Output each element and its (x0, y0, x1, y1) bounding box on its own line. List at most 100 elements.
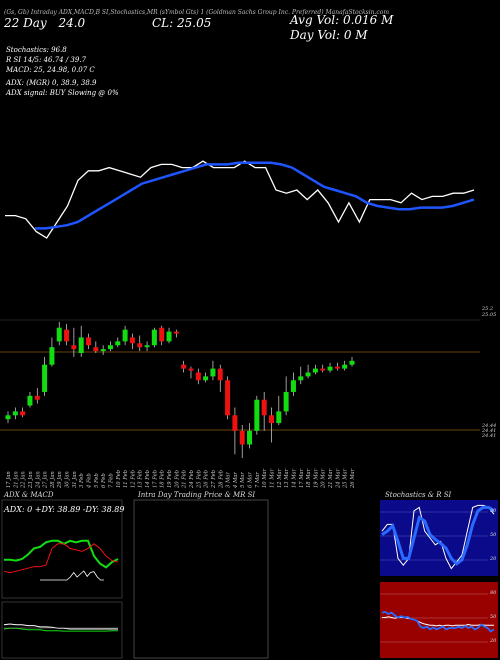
macd-signal-line (3, 627, 118, 632)
date-label: 26 Feb (204, 470, 210, 489)
candle-body (349, 360, 355, 365)
candle-body (327, 366, 333, 371)
candle-body (107, 345, 113, 350)
candle-body (42, 364, 48, 392)
date-label: 23 Jan (28, 471, 34, 489)
candle-body (173, 331, 179, 334)
intraday-panel-frame (133, 499, 269, 659)
date-label: 13 Mar (284, 468, 290, 488)
macd-panel-frame (1, 601, 123, 659)
date-label: 12 Feb (130, 470, 136, 488)
price-line-group (5, 160, 475, 239)
candle-body (64, 329, 70, 342)
date-label: 13 Feb (138, 470, 144, 488)
plus-dy-line (4, 539, 119, 569)
candle-body (232, 415, 238, 431)
candle-body (247, 430, 253, 445)
price-axis-bottom-3: 24.41 (481, 433, 496, 439)
candle-body (71, 345, 77, 350)
candle-body (217, 368, 223, 381)
candle-body (93, 347, 99, 352)
date-label: 11 Feb (123, 470, 129, 488)
date-label: 14 Feb (145, 470, 151, 488)
date-label: 5 Feb (94, 473, 100, 488)
header-adx: ADX: (MGR) 0, 38.9, 38.9 (6, 79, 97, 87)
date-label: 17 Feb (152, 470, 158, 488)
date-label: 20 Mar (321, 468, 327, 489)
candle-body (305, 372, 311, 377)
candle-body (195, 372, 201, 381)
header-adx-signal: ADX signal: BUY Slowing @ 0% (6, 89, 119, 97)
date-label: 26 Mar (350, 468, 356, 489)
adx-line (40, 570, 104, 581)
header-macd: MACD: 25, 24.98, 0.07 C (6, 66, 95, 74)
date-label: 4 Feb (87, 473, 93, 489)
date-label: 31 Jan (72, 471, 78, 488)
macd-lines (3, 623, 118, 632)
candle-body (34, 395, 40, 400)
candle-body (137, 343, 143, 348)
date-label: 21 Feb (182, 470, 188, 489)
candle-body (129, 337, 135, 344)
candle-body (298, 376, 304, 381)
candle-body (144, 345, 150, 348)
date-label: 5 Mar (240, 472, 246, 488)
candle-body (261, 399, 267, 416)
candles-group (5, 321, 355, 459)
header-date: 22 Day 24.0 (4, 16, 85, 30)
date-label: 27 Feb (211, 470, 217, 489)
date-label: 6 Mar (248, 472, 254, 488)
candle-body (5, 415, 11, 420)
candle-body (100, 349, 106, 352)
date-label: 19 Feb (167, 470, 173, 488)
date-axis: 17 Jan 21 Jan 22 Jan 23 Jan 24 Jan 27 Jan 28 J… (6, 468, 356, 489)
date-label: 6 Feb (101, 473, 107, 488)
date-label: 24 Jan (35, 471, 41, 489)
candle-body (283, 391, 289, 412)
adx-values-text: ADX: 0 +DY: 38.89 -DY: 38.89 (3, 505, 124, 514)
header-close: CL: 25.05 (152, 16, 212, 30)
header-stochastics: Stochastics: 96.8 (6, 46, 67, 54)
header-line-1: (Gs, Gb) Intraday ADX,MACD,B SI,Stochast… (4, 9, 390, 16)
stoch-axis-20: 20 (489, 556, 497, 562)
candle-body (166, 331, 172, 342)
date-label: 24 Feb (189, 470, 195, 489)
date-label: 3 Mar (226, 472, 232, 488)
header-si: R SI 14/5: 46.74 / 39.7 (6, 56, 87, 64)
date-label: 7 Feb (108, 473, 114, 488)
stoch-d-line (381, 505, 495, 566)
candle-body (320, 368, 326, 371)
date-label: 4 Mar (233, 472, 239, 489)
candle-body (225, 380, 231, 416)
candle-body (290, 380, 296, 392)
date-label: 10 Feb (116, 470, 122, 488)
candle-body (312, 368, 318, 373)
date-label: 30 Jan (65, 471, 71, 488)
date-label: 12 Mar (277, 468, 283, 488)
price-axis-bottom-2: 24.41 (481, 428, 496, 434)
date-label: 25 Feb (196, 470, 202, 489)
date-label: 28 Feb (218, 470, 224, 489)
header-day-vol: Day Vol: 0 M (290, 28, 368, 42)
adx-lines (3, 539, 119, 581)
candle-body (342, 364, 348, 369)
candle-body (276, 411, 282, 424)
header-prev: 24.0 (58, 16, 86, 30)
price-grid (0, 319, 480, 431)
date-label: 28 Jan (50, 471, 56, 489)
ema-line (35, 161, 475, 230)
candle-body (122, 329, 128, 342)
date-label: 17 Jan (6, 471, 12, 488)
candle-body (56, 327, 62, 342)
date-label: 19 Mar (313, 468, 319, 488)
header-avg-vol: Avg Vol: 0.016 M (290, 13, 394, 27)
rsi-panel-bg (380, 582, 498, 658)
stoch-panel-title: Stochastics & R SI (385, 491, 452, 499)
candle-body (210, 368, 216, 377)
candle-body (268, 415, 274, 424)
stoch-axis-50: 50 (490, 532, 497, 538)
candle-body (181, 364, 187, 369)
date-label: 25 Mar (343, 468, 349, 489)
date-label: 20 Feb (174, 470, 180, 489)
price-line (5, 160, 475, 239)
